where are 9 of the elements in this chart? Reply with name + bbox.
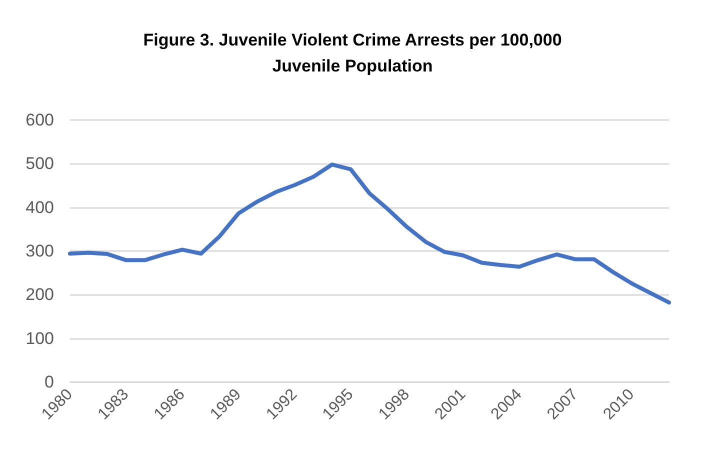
y-tick-label: 300 [26,242,54,260]
y-tick-label: 200 [26,285,54,304]
y-tick-label: 400 [26,198,54,217]
y-tick-label: 100 [26,328,54,348]
y-tick-label: 0 [44,372,54,392]
y-tick-label: 500 [26,154,54,174]
chart-title: Figure 3. Juvenile Violent Crime Arrests per 100,000 Juvenile Population [143,30,562,76]
line-series [68,162,671,305]
y-tick-label: 600 [26,110,54,130]
